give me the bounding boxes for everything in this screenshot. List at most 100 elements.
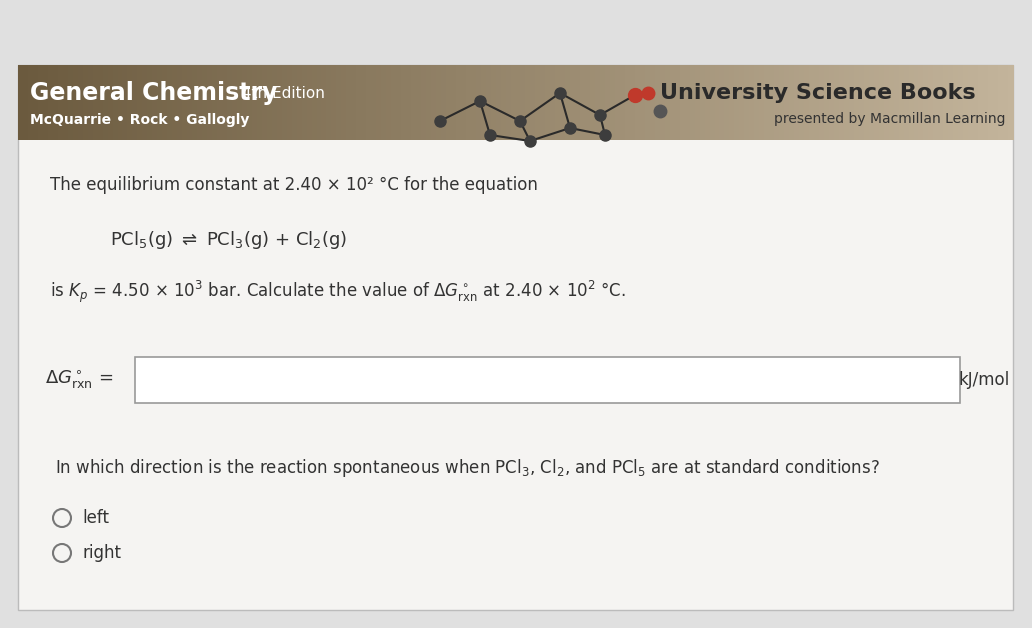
- FancyBboxPatch shape: [859, 65, 865, 140]
- FancyBboxPatch shape: [983, 65, 989, 140]
- FancyBboxPatch shape: [241, 65, 248, 140]
- FancyBboxPatch shape: [695, 65, 701, 140]
- FancyBboxPatch shape: [829, 65, 835, 140]
- FancyBboxPatch shape: [794, 65, 800, 140]
- FancyBboxPatch shape: [784, 65, 791, 140]
- FancyBboxPatch shape: [680, 65, 685, 140]
- FancyBboxPatch shape: [665, 65, 671, 140]
- FancyBboxPatch shape: [700, 65, 706, 140]
- FancyBboxPatch shape: [18, 65, 24, 140]
- Text: is $K_p$ = 4.50 $\times$ 10$^3$ bar. Calculate the value of $\Delta G^\circ_{\ma: is $K_p$ = 4.50 $\times$ 10$^3$ bar. Cal…: [50, 279, 626, 305]
- FancyBboxPatch shape: [878, 65, 884, 140]
- FancyBboxPatch shape: [864, 65, 870, 140]
- FancyBboxPatch shape: [973, 65, 979, 140]
- FancyBboxPatch shape: [765, 65, 770, 140]
- FancyBboxPatch shape: [774, 65, 780, 140]
- FancyBboxPatch shape: [933, 65, 939, 140]
- FancyBboxPatch shape: [426, 65, 432, 140]
- FancyBboxPatch shape: [481, 65, 487, 140]
- FancyBboxPatch shape: [153, 65, 158, 140]
- FancyBboxPatch shape: [580, 65, 586, 140]
- FancyBboxPatch shape: [135, 357, 960, 403]
- FancyBboxPatch shape: [326, 65, 332, 140]
- FancyBboxPatch shape: [342, 65, 348, 140]
- FancyBboxPatch shape: [993, 65, 999, 140]
- Text: University Science Books: University Science Books: [660, 83, 975, 103]
- FancyBboxPatch shape: [789, 65, 795, 140]
- FancyBboxPatch shape: [451, 65, 457, 140]
- FancyBboxPatch shape: [530, 65, 537, 140]
- FancyBboxPatch shape: [431, 65, 437, 140]
- FancyBboxPatch shape: [282, 65, 288, 140]
- FancyBboxPatch shape: [779, 65, 785, 140]
- Text: kJ/mol: kJ/mol: [959, 371, 1010, 389]
- FancyBboxPatch shape: [361, 65, 367, 140]
- FancyBboxPatch shape: [988, 65, 994, 140]
- FancyBboxPatch shape: [386, 65, 392, 140]
- FancyBboxPatch shape: [809, 65, 815, 140]
- FancyBboxPatch shape: [635, 65, 641, 140]
- FancyBboxPatch shape: [58, 65, 64, 140]
- FancyBboxPatch shape: [98, 65, 103, 140]
- FancyBboxPatch shape: [112, 65, 119, 140]
- FancyBboxPatch shape: [495, 65, 502, 140]
- FancyBboxPatch shape: [396, 65, 402, 140]
- Text: McQuarrie • Rock • Gallogly: McQuarrie • Rock • Gallogly: [30, 113, 250, 127]
- FancyBboxPatch shape: [207, 65, 213, 140]
- FancyBboxPatch shape: [356, 65, 362, 140]
- FancyBboxPatch shape: [590, 65, 596, 140]
- FancyBboxPatch shape: [401, 65, 407, 140]
- FancyBboxPatch shape: [277, 65, 283, 140]
- FancyBboxPatch shape: [446, 65, 452, 140]
- FancyBboxPatch shape: [28, 65, 34, 140]
- FancyBboxPatch shape: [630, 65, 636, 140]
- FancyBboxPatch shape: [839, 65, 845, 140]
- FancyBboxPatch shape: [904, 65, 909, 140]
- FancyBboxPatch shape: [351, 65, 357, 140]
- FancyBboxPatch shape: [33, 65, 39, 140]
- FancyBboxPatch shape: [899, 65, 905, 140]
- FancyBboxPatch shape: [331, 65, 337, 140]
- FancyBboxPatch shape: [501, 65, 507, 140]
- Text: General Chemistry: General Chemistry: [30, 81, 278, 105]
- FancyBboxPatch shape: [943, 65, 949, 140]
- FancyBboxPatch shape: [889, 65, 895, 140]
- FancyBboxPatch shape: [511, 65, 516, 140]
- FancyBboxPatch shape: [296, 65, 302, 140]
- FancyBboxPatch shape: [620, 65, 626, 140]
- FancyBboxPatch shape: [301, 65, 308, 140]
- Text: left: left: [82, 509, 109, 527]
- FancyBboxPatch shape: [93, 65, 99, 140]
- FancyBboxPatch shape: [441, 65, 447, 140]
- Text: right: right: [82, 544, 121, 562]
- FancyBboxPatch shape: [127, 65, 133, 140]
- FancyBboxPatch shape: [769, 65, 775, 140]
- FancyBboxPatch shape: [137, 65, 143, 140]
- FancyBboxPatch shape: [525, 65, 531, 140]
- FancyBboxPatch shape: [347, 65, 352, 140]
- FancyBboxPatch shape: [834, 65, 840, 140]
- FancyBboxPatch shape: [645, 65, 651, 140]
- FancyBboxPatch shape: [595, 65, 601, 140]
- FancyBboxPatch shape: [938, 65, 944, 140]
- FancyBboxPatch shape: [675, 65, 681, 140]
- FancyBboxPatch shape: [202, 65, 208, 140]
- FancyBboxPatch shape: [476, 65, 482, 140]
- FancyBboxPatch shape: [266, 65, 272, 140]
- FancyBboxPatch shape: [654, 65, 660, 140]
- FancyBboxPatch shape: [824, 65, 830, 140]
- FancyBboxPatch shape: [372, 65, 378, 140]
- FancyBboxPatch shape: [520, 65, 526, 140]
- FancyBboxPatch shape: [684, 65, 690, 140]
- FancyBboxPatch shape: [744, 65, 750, 140]
- FancyBboxPatch shape: [894, 65, 900, 140]
- FancyBboxPatch shape: [118, 65, 124, 140]
- FancyBboxPatch shape: [72, 65, 78, 140]
- FancyBboxPatch shape: [167, 65, 173, 140]
- FancyBboxPatch shape: [541, 65, 546, 140]
- FancyBboxPatch shape: [148, 65, 154, 140]
- FancyBboxPatch shape: [307, 65, 313, 140]
- FancyBboxPatch shape: [659, 65, 666, 140]
- FancyBboxPatch shape: [575, 65, 581, 140]
- FancyBboxPatch shape: [38, 65, 44, 140]
